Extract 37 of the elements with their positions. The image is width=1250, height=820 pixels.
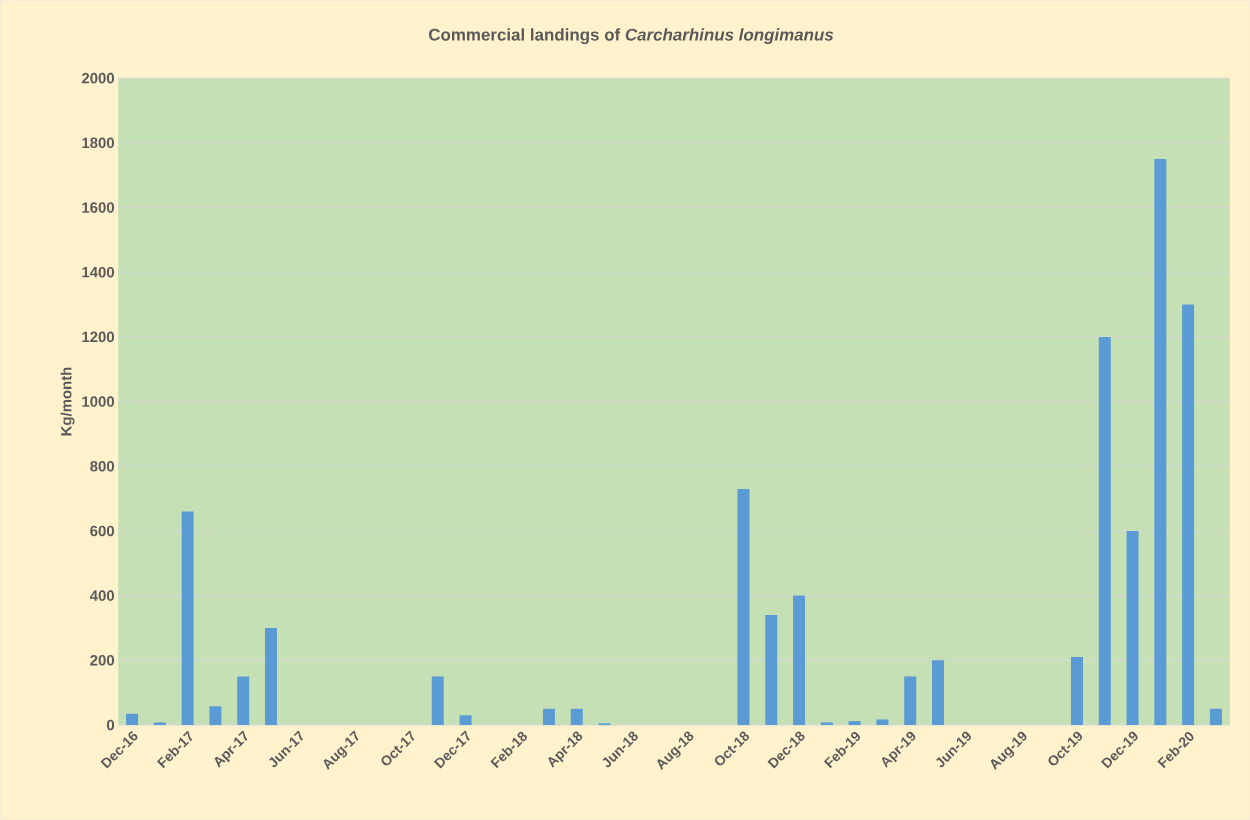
y-tick-label: 400 — [89, 590, 115, 601]
bar — [737, 488, 750, 725]
bar — [181, 511, 194, 725]
y-axis-title: Kg/month — [60, 367, 75, 436]
bar — [542, 708, 555, 725]
bar — [1126, 530, 1139, 725]
bar — [765, 614, 778, 725]
bar — [904, 676, 917, 725]
y-tick-label: 1200 — [82, 331, 115, 343]
bar — [126, 713, 139, 725]
y-tick-label: 200 — [90, 654, 115, 666]
bar — [876, 719, 889, 725]
chart-title: Commercial landings of Carcharhinus longimanus — [428, 28, 834, 45]
bar — [153, 722, 166, 725]
bar — [820, 722, 833, 725]
y-tick-label: 0 — [106, 719, 115, 731]
y-tick-label: 1000 — [82, 396, 115, 407]
bar — [1154, 158, 1167, 725]
bar — [570, 708, 583, 725]
bar — [265, 627, 278, 725]
bar — [932, 660, 945, 725]
bar — [1070, 656, 1083, 725]
y-tick-label: 1800 — [82, 137, 115, 149]
y-tick-label: 2000 — [81, 72, 115, 84]
y-tick-label: 800 — [90, 460, 115, 472]
bar — [1098, 336, 1111, 725]
bar — [459, 715, 472, 725]
y-tick-label: 1400 — [82, 266, 115, 278]
y-tick-label: 600 — [90, 525, 115, 537]
bar — [1182, 304, 1195, 725]
bar — [848, 721, 861, 725]
bar — [793, 595, 806, 725]
bar — [209, 706, 222, 725]
y-tick-label: 1600 — [82, 202, 115, 213]
bar — [431, 676, 444, 725]
bar — [1209, 708, 1222, 725]
bar — [237, 676, 250, 725]
